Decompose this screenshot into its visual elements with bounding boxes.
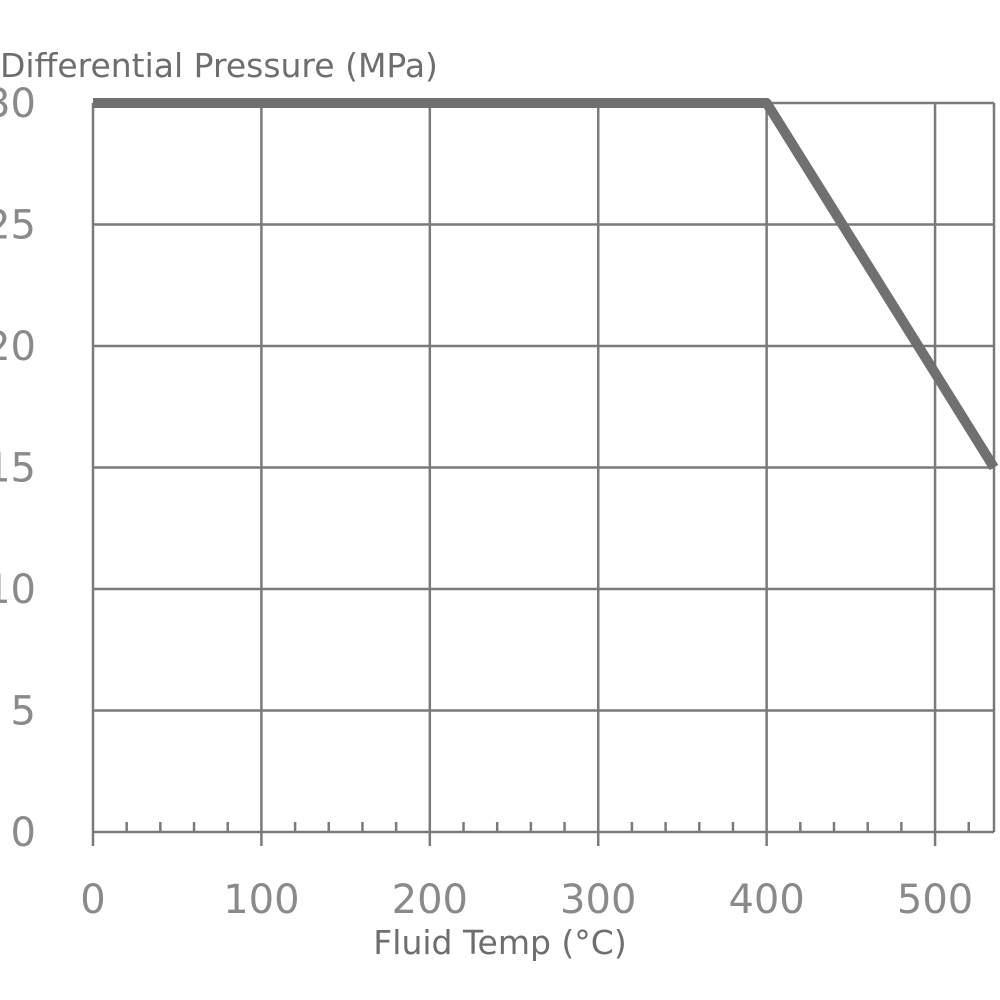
x-tick-label-300: 300: [560, 877, 636, 923]
y-tick-label-5: 5: [11, 689, 36, 735]
series-line-0: [93, 98, 999, 471]
y-tick-label-0: 0: [11, 810, 36, 856]
x-tick-label-400: 400: [728, 877, 804, 923]
x-minor-ticks: [125, 822, 970, 832]
y-tick-label-25: 25: [0, 203, 36, 249]
x-axis-title: Fluid Temp (°C): [373, 923, 626, 962]
grid: [91, 101, 996, 846]
y-axis-title: Differential Pressure (MPa): [0, 46, 438, 85]
x-tick-label-500: 500: [897, 877, 973, 923]
y-tick-label-15: 15: [0, 446, 36, 492]
x-tick-label-0: 0: [80, 877, 105, 923]
x-tick-label-100: 100: [223, 877, 299, 923]
series-layer: [92, 98, 999, 471]
y-tick-labels: 0 5 10 15 20 25 30: [0, 81, 36, 856]
y-tick-label-30: 30: [0, 81, 36, 127]
x-tick-label-200: 200: [392, 877, 468, 923]
x-tick-labels: 0 100 200 300 400 500: [80, 877, 973, 923]
y-tick-label-20: 20: [0, 324, 36, 370]
y-tick-label-10: 10: [0, 567, 36, 613]
